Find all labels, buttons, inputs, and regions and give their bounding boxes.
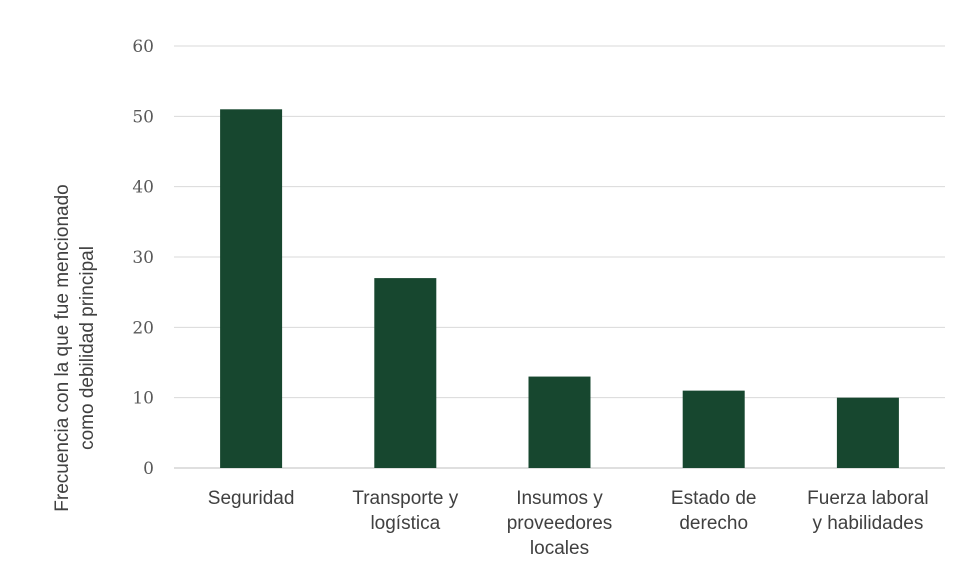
- bar: [836, 397, 899, 468]
- x-category-label-line: locales: [530, 538, 589, 559]
- x-axis-category-labels: Seguridad Transporte y logística Insumos y p…: [208, 488, 929, 559]
- gridlines: [174, 45, 945, 469]
- x-category-label-line: Insumos y: [516, 488, 603, 509]
- y-axis-title-line: como debilidad principal: [77, 246, 98, 450]
- x-category-label-line: Transporte y: [352, 488, 458, 509]
- x-category-label: Estado de derecho: [671, 488, 757, 534]
- y-tick-label: 40: [132, 178, 154, 198]
- bar: [220, 109, 283, 469]
- y-axis-title: Frecuencia con la que fue mencionado como…: [52, 184, 98, 511]
- x-category-label-line: derecho: [679, 513, 748, 534]
- x-category-label: Fuerza laboral y habilidades: [807, 488, 928, 534]
- x-category-label-line: proveedores: [507, 513, 613, 534]
- x-category-label-line: logística: [370, 513, 440, 534]
- bars: [220, 109, 899, 469]
- x-category-label: Insumos y proveedores locales: [507, 488, 613, 559]
- bar: [682, 390, 745, 468]
- y-tick-label: 60: [132, 37, 154, 57]
- x-category-label-line: y habilidades: [812, 513, 923, 534]
- y-tick-label: 0: [143, 459, 154, 479]
- y-tick-label: 10: [132, 389, 154, 409]
- x-category-label-line: Fuerza laboral: [807, 488, 928, 509]
- y-tick-label: 20: [132, 318, 154, 338]
- y-axis-tick-labels: 0 10 20 30 40 50 60: [132, 37, 154, 479]
- bar: [374, 278, 437, 468]
- y-tick-label: 30: [132, 248, 154, 268]
- y-tick-label: 50: [132, 107, 154, 127]
- x-category-label-line: Seguridad: [208, 488, 295, 509]
- x-category-label: Transporte y logística: [352, 488, 458, 534]
- bar: [528, 376, 591, 468]
- y-axis-title-line: Frecuencia con la que fue mencionado: [52, 184, 73, 511]
- x-category-label-line: Estado de: [671, 488, 757, 509]
- x-category-label: Seguridad: [208, 488, 295, 509]
